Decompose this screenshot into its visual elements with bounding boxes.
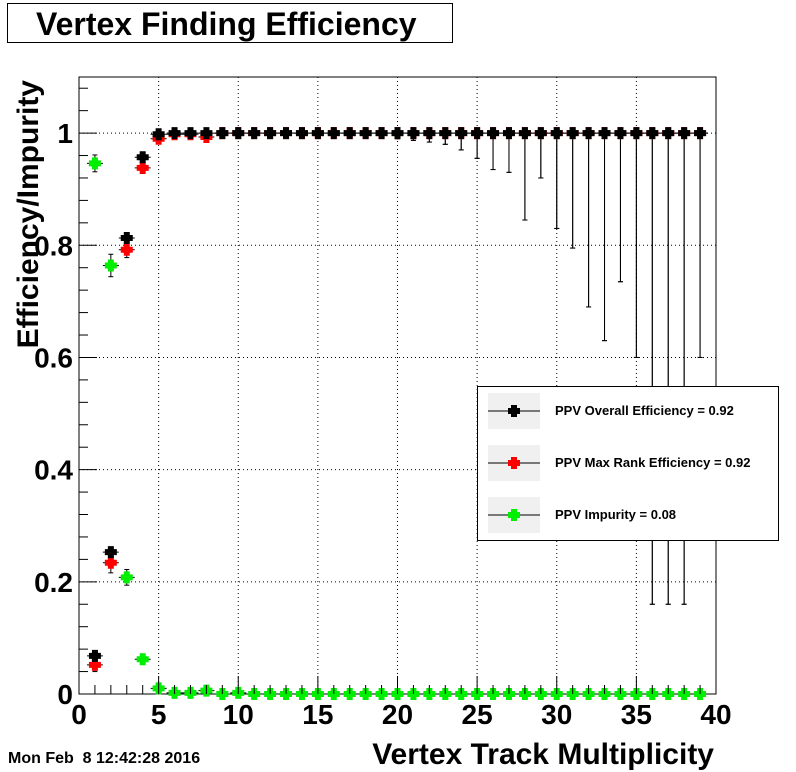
data-point-overall (359, 127, 372, 140)
data-point-overall (311, 127, 324, 140)
data-point-overall (295, 127, 308, 140)
data-point-overall (184, 127, 197, 140)
data-point-overall (407, 127, 420, 140)
x-tick-label: 30 (541, 699, 572, 730)
data-point-max-rank (104, 556, 117, 569)
chart-title: Vertex Finding Efficiency (36, 6, 417, 42)
data-point-overall (598, 127, 611, 140)
data-markers (88, 127, 707, 700)
y-tick-label: 0.6 (34, 342, 73, 373)
legend-swatch-max-rank (488, 445, 540, 481)
data-point-overall (104, 546, 117, 559)
data-point-overall (423, 127, 436, 140)
x-tick-label: 10 (223, 699, 254, 730)
data-point-overall (678, 127, 691, 140)
legend-entry-max-rank: PPV Max Rank Efficiency = 0.92 (478, 443, 778, 483)
data-point-overall (550, 127, 563, 140)
data-point-overall (264, 127, 277, 140)
data-point-overall (662, 127, 675, 140)
tick-labels: 0 5 10 15 20 25 30 35 40 0 0.2 0.4 0.6 0.8 1 (34, 118, 732, 730)
data-point-overall (343, 127, 356, 140)
data-point-overall (200, 127, 213, 140)
data-point-overall (375, 127, 388, 140)
data-point-max-rank (136, 161, 149, 174)
x-tick-label: 0 (71, 699, 87, 730)
data-point-overall (582, 127, 595, 140)
y-tick-label: 0.4 (34, 455, 73, 486)
timestamp: Mon Feb 8 12:42:28 2016 (8, 750, 201, 767)
legend-swatch-overall (488, 393, 540, 429)
y-tick-label: 0.2 (34, 567, 73, 598)
x-tick-label: 40 (700, 699, 731, 730)
data-point-overall (152, 128, 165, 141)
legend-marker-max-rank (488, 457, 540, 469)
legend-label-impurity: PPV Impurity = 0.08 (555, 507, 677, 522)
data-point-overall (248, 127, 261, 140)
x-tick-label: 20 (382, 699, 413, 730)
data-point-overall (471, 127, 484, 140)
data-point-overall (694, 127, 707, 140)
chart-title-box: Vertex Finding Efficiency (7, 3, 453, 43)
data-point-overall (614, 127, 627, 140)
data-point-overall (88, 649, 101, 662)
y-tick-label: 0.8 (34, 230, 73, 261)
data-point-overall (391, 127, 404, 140)
data-point-overall (646, 127, 659, 140)
legend-entry-overall: PPV Overall Efficiency = 0.92 (478, 391, 778, 431)
data-point-overall (630, 127, 643, 140)
legend-swatch-impurity (488, 497, 540, 533)
legend-marker-impurity (488, 509, 540, 521)
legend: PPV Overall Efficiency = 0.92 PPV Max Ra… (477, 386, 779, 541)
x-tick-label: 25 (462, 699, 493, 730)
legend-entry-impurity: PPV Impurity = 0.08 (478, 495, 778, 535)
y-tick-label: 0 (57, 679, 73, 710)
data-point-overall (566, 127, 579, 140)
data-point-impurity (136, 653, 149, 666)
legend-label-overall: PPV Overall Efficiency = 0.92 (555, 403, 734, 418)
data-point-overall (280, 127, 293, 140)
y-tick-label: 1 (57, 118, 73, 149)
data-point-impurity (120, 571, 133, 584)
x-axis-label: Vertex Track Multiplicity (372, 738, 714, 771)
data-point-overall (168, 127, 181, 140)
data-point-impurity (88, 157, 101, 170)
data-point-overall (327, 127, 340, 140)
data-point-overall (232, 127, 245, 140)
data-point-overall (455, 127, 468, 140)
axis-ticks (78, 87, 717, 695)
data-point-overall (439, 127, 452, 140)
x-tick-label: 15 (302, 699, 333, 730)
data-point-max-rank (120, 243, 133, 256)
data-point-impurity (104, 259, 117, 272)
data-point-overall (518, 127, 531, 140)
legend-marker-overall (488, 405, 540, 417)
data-point-overall (136, 151, 149, 164)
data-point-overall (534, 127, 547, 140)
x-tick-label: 35 (621, 699, 652, 730)
data-point-overall (120, 231, 133, 244)
data-point-overall (502, 127, 515, 140)
legend-label-max-rank: PPV Max Rank Efficiency = 0.92 (555, 455, 751, 470)
grid-lines (79, 77, 716, 694)
data-point-overall (216, 127, 229, 140)
y-axis-label: Efficiency/Impurity (12, 80, 45, 349)
x-tick-label: 5 (151, 699, 167, 730)
data-point-overall (487, 127, 500, 140)
